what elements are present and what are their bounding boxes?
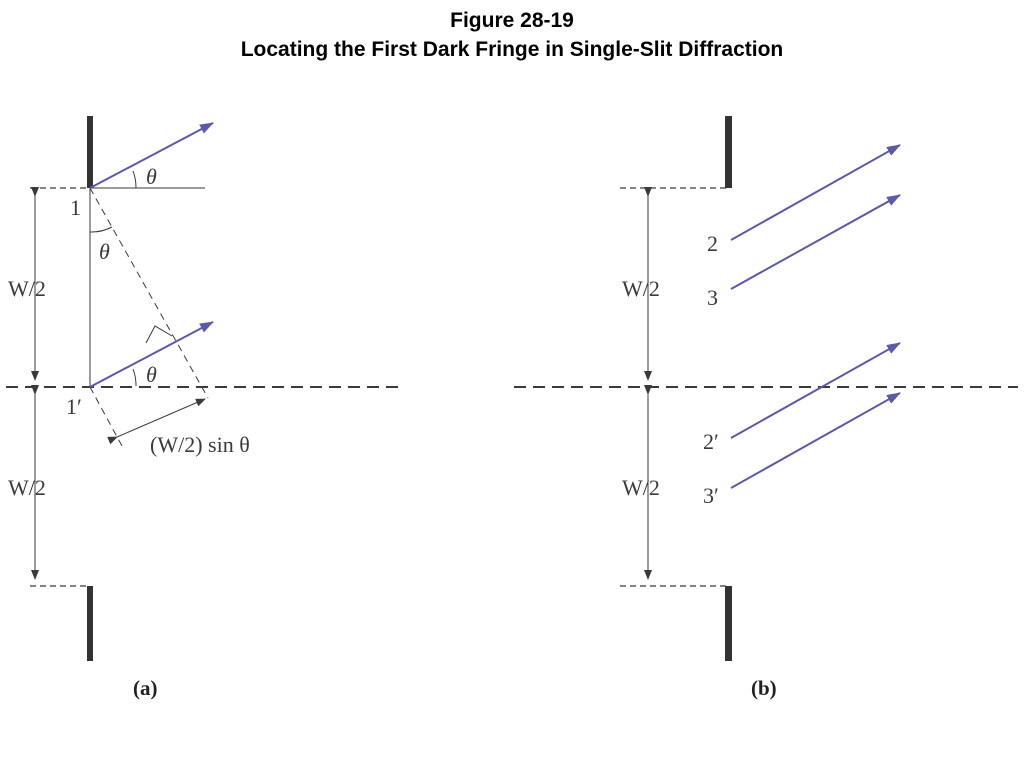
angle-label-top: θ [146,164,157,189]
ray-3-prime-b [730,392,901,489]
ray-3-b [730,194,901,290]
half-width-upper-a: W/2 [8,276,46,301]
path-difference-arrow [107,398,206,445]
panel-b-label: (b) [751,676,777,700]
ray-2-b [730,144,901,241]
barrier-bottom-b [725,586,732,661]
point-1-label: 1 [70,195,81,220]
ray-1-prime-a [89,321,214,388]
half-width-upper-b: W/2 [622,276,660,301]
angle-arc-bottom [132,368,137,387]
ray-2-prime-b [730,342,901,439]
figure-number: Figure 28-19 [450,9,574,32]
ray-2-label: 2 [707,231,718,256]
half-width-lower-b: W/2 [622,475,660,500]
perpendicular-dashed-a [89,187,209,399]
point-1-prime-label: 1′ [66,394,82,419]
ray-1-a [89,122,214,189]
angle-label-mid: θ [99,239,110,264]
angle-arc-mid [89,226,113,233]
ray-3-label: 3 [707,285,718,310]
panel-a-label: (a) [133,676,158,700]
ray-2-prime-label: 2′ [703,429,719,454]
figure-title: Locating the First Dark Fringe in Single… [240,38,784,61]
right-angle-marker [145,325,173,344]
panel-b: 2 3 2′ 3′ W/2 W/2 (b) [514,116,1018,700]
figure-title-block: Figure 28-19 Locating the First Dark Fri… [0,6,1024,64]
barrier-top-b [725,116,732,188]
angle-arc-top [132,170,137,189]
panel-a: θ θ θ 1 1′ W/2 W/2 (W/2) sin θ (a) [6,116,400,700]
angle-label-bottom: θ [146,362,157,387]
barrier-top-a [87,116,93,188]
path-difference-label: (W/2) sin θ [150,432,250,457]
ray-3-prime-label: 3′ [703,483,719,508]
barrier-bottom-a [87,586,93,661]
half-width-lower-a: W/2 [8,475,46,500]
